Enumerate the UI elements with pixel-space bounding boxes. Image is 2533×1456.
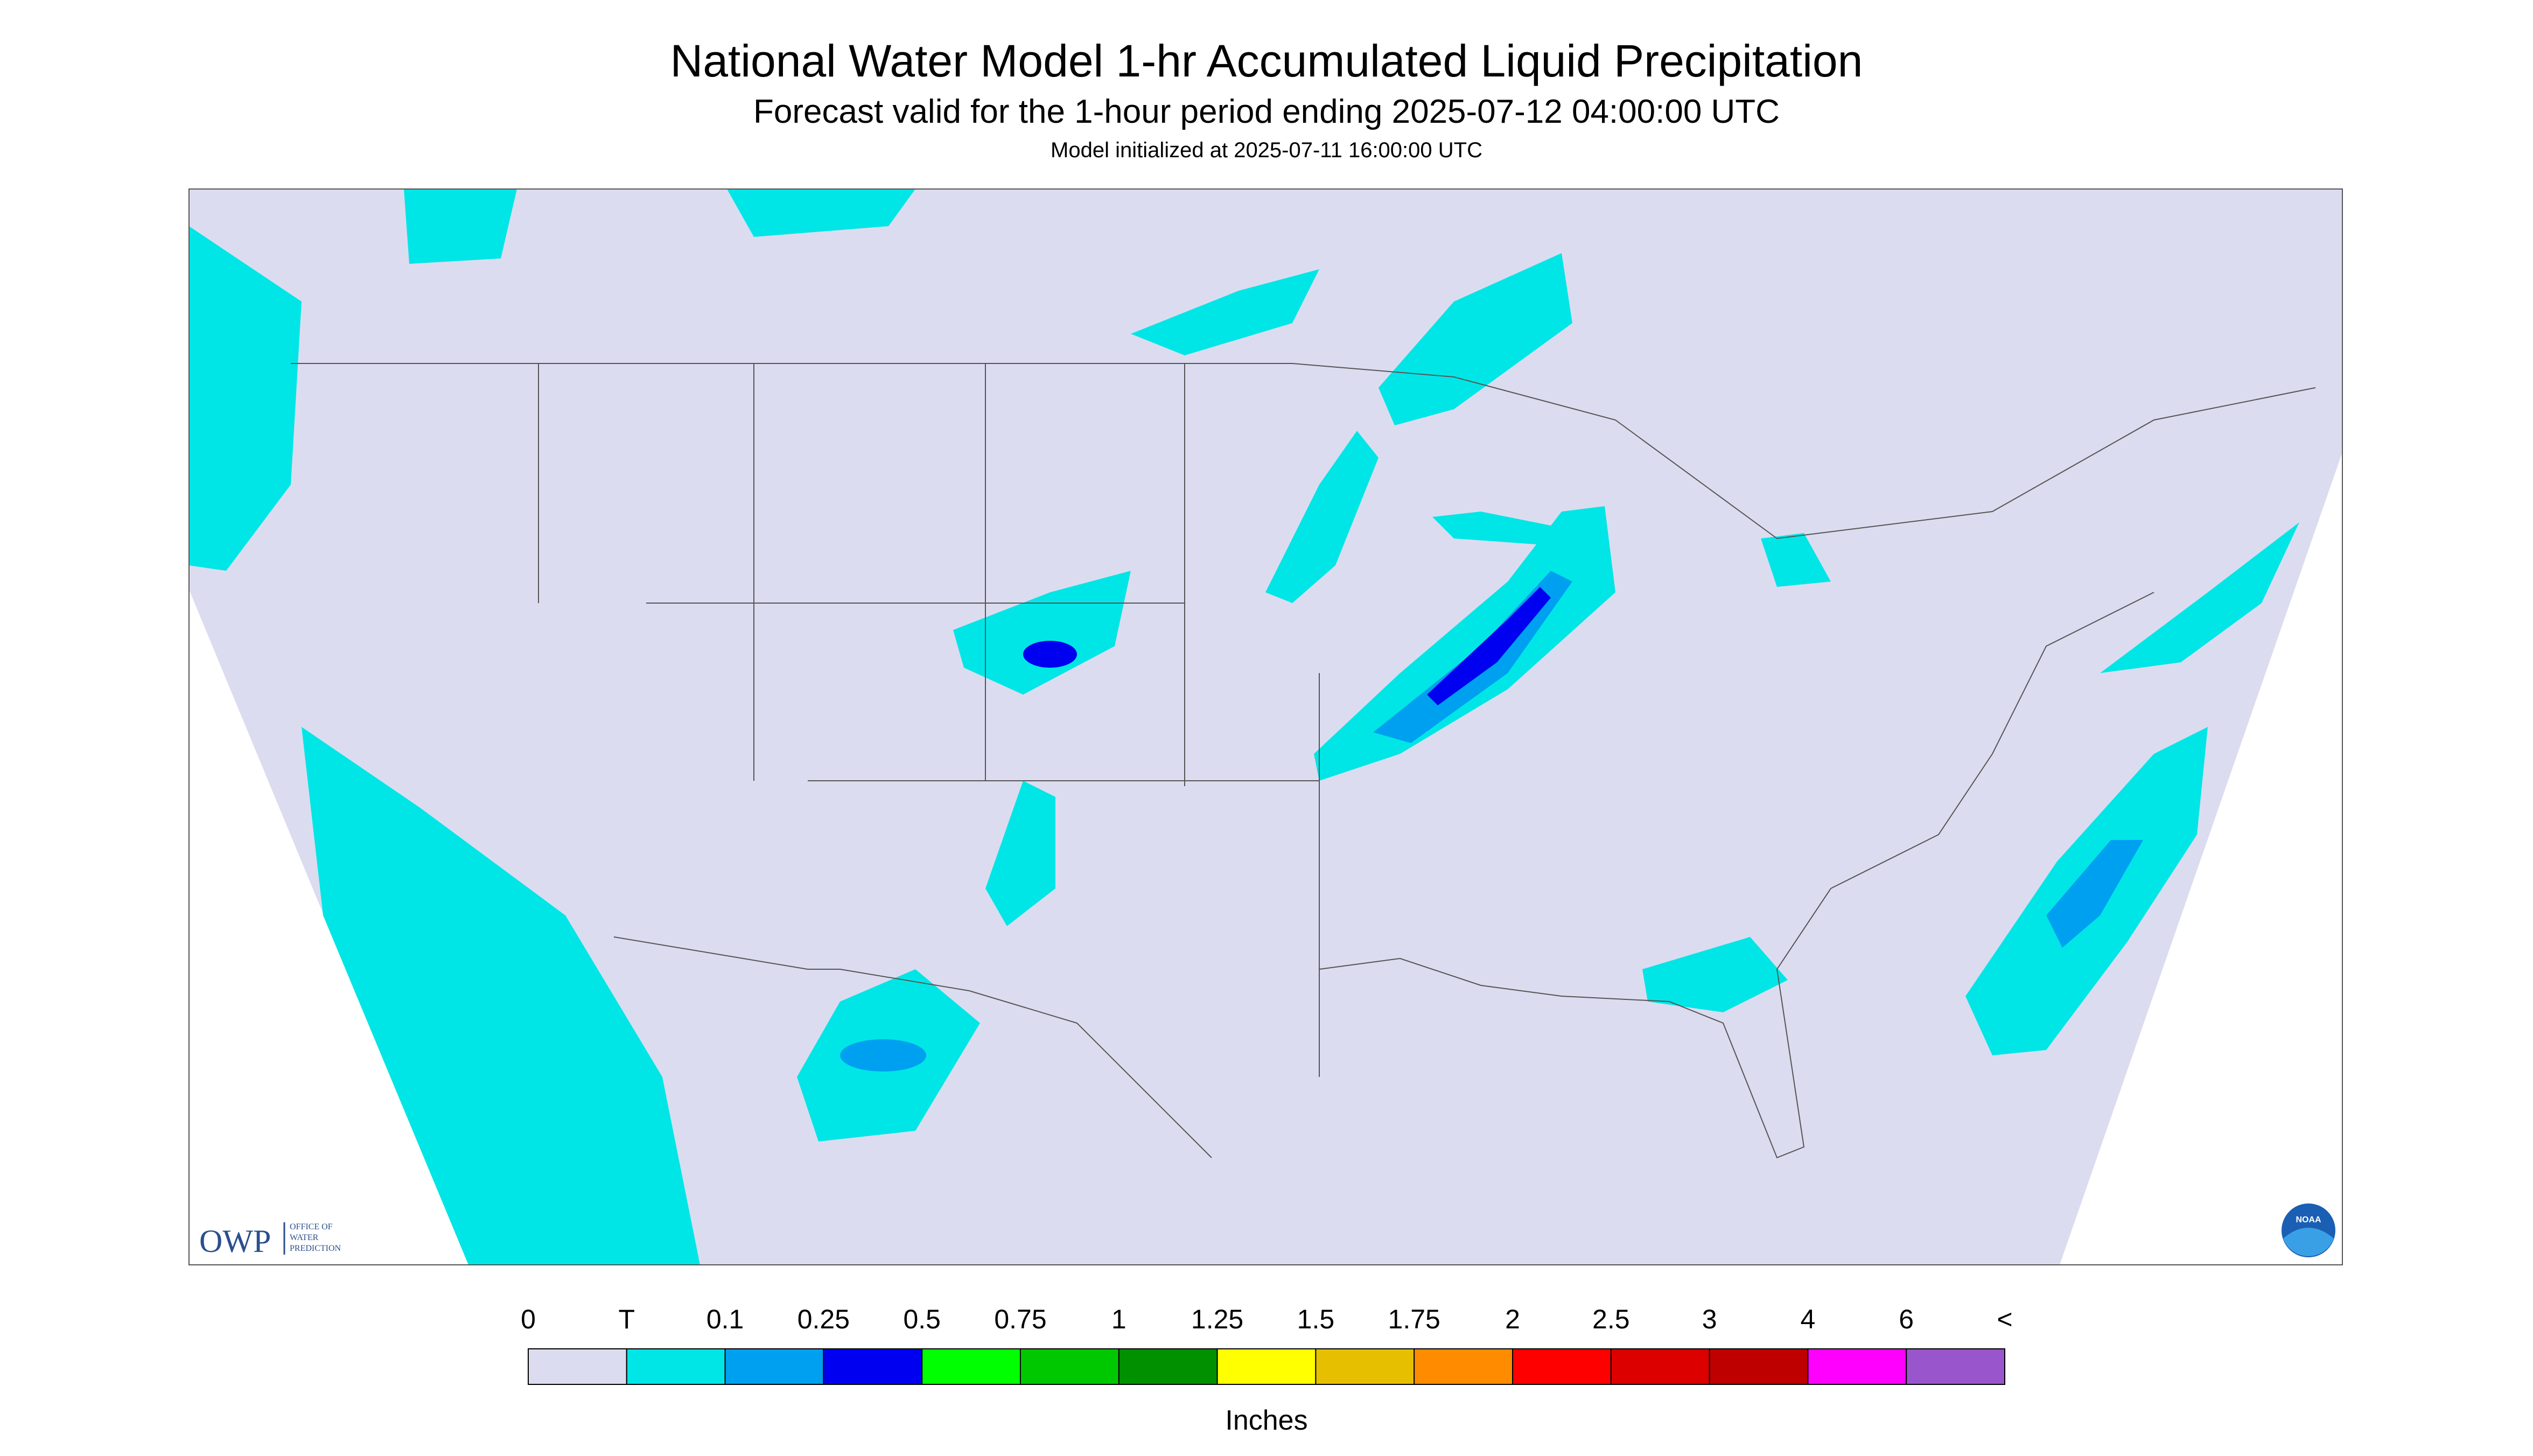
precip-area: [1427, 587, 1551, 705]
legend-swatch: [1020, 1348, 1119, 1385]
state-line: [538, 363, 1320, 1077]
legend-swatch: [1118, 1348, 1218, 1385]
precip-area: [1432, 512, 1605, 549]
legend-swatch: [823, 1348, 923, 1385]
coastline: [1319, 592, 2154, 1159]
legend-label: 2: [1505, 1304, 1520, 1334]
subtitle: Forecast valid for the 1-hour period end…: [753, 93, 1780, 130]
legend-swatch: [626, 1348, 726, 1385]
legend-swatch: [1610, 1348, 1710, 1385]
precip-area: [1314, 506, 1615, 781]
legend-label: 1.75: [1388, 1304, 1440, 1334]
border: [291, 363, 2316, 540]
precip-area: [2100, 522, 2299, 673]
legend-swatch: [1512, 1348, 1612, 1385]
domain: [189, 189, 2342, 1265]
title: National Water Model 1-hr Accumulated Li…: [670, 36, 1863, 86]
precip-area: [1379, 253, 1572, 425]
legend-label: 0.5: [903, 1304, 941, 1334]
legend: 0 T 0.1 0.25 0.5 0.75 1 1.25 1.5 1.75 2 2.5 3 4 6 <: [521, 1304, 2013, 1385]
legend-swatch: [1315, 1348, 1415, 1385]
precip-area: [1761, 533, 1831, 587]
precip-area: [1023, 641, 1077, 668]
owp-logo: OWP OFFICE OF WATER PREDICTION: [199, 1222, 341, 1259]
precip-area: [302, 727, 700, 1265]
legend-label: 0.25: [797, 1304, 850, 1334]
legend-label: 3: [1702, 1304, 1717, 1334]
legend-label: 0: [521, 1304, 536, 1334]
init-note: Model initialized at 2025-07-11 16:00:00…: [1051, 138, 1482, 162]
precip-area: [1131, 269, 1319, 355]
border: [613, 936, 1212, 1158]
precip-area: [727, 189, 915, 237]
noaa-logo: NOAA: [2282, 1203, 2335, 1257]
map: OWP OFFICE OF WATER PREDICTION NOAA: [188, 188, 2343, 1265]
owp-logo-line: WATER: [290, 1233, 319, 1242]
owp-logo-line: PREDICTION: [290, 1244, 341, 1253]
map-frame: [188, 188, 2343, 1265]
legend-label: 2.5: [1592, 1304, 1630, 1334]
legend-label: 1: [1111, 1304, 1126, 1334]
precip-area: [840, 1039, 926, 1072]
legend-swatch: [724, 1348, 824, 1385]
precip-area: [1265, 431, 1379, 603]
legend-label: 0.75: [994, 1304, 1046, 1334]
legend-label: 1.5: [1297, 1304, 1335, 1334]
legend-label: <: [1997, 1304, 2012, 1334]
precip-area: [189, 226, 302, 571]
owp-logo-line: OFFICE OF: [290, 1222, 333, 1231]
precip: [189, 189, 2299, 1265]
legend-swatch: [1906, 1348, 2005, 1385]
legend-label: 0.1: [706, 1304, 744, 1334]
legend-label: 6: [1899, 1304, 1914, 1334]
noaa-text: NOAA: [2296, 1215, 2321, 1224]
precip-area: [404, 189, 517, 264]
owp-logo-text: OWP: [199, 1223, 271, 1259]
legend-swatch: [528, 1348, 627, 1385]
precip-area: [985, 781, 1055, 926]
legend-label: T: [619, 1304, 635, 1334]
legend-swatch: [1216, 1348, 1317, 1385]
legend-swatch: [1414, 1348, 1513, 1385]
borders: [291, 363, 2316, 1159]
legend-label: 1.25: [1191, 1304, 1243, 1334]
precip-area: [1642, 937, 1788, 1012]
legend-swatch: [1807, 1348, 1907, 1385]
legend-unit: Inches: [1225, 1405, 1307, 1436]
precip-area: [2046, 840, 2143, 948]
noaa-wave: [2283, 1228, 2334, 1256]
legend-swatch: [921, 1348, 1021, 1385]
legend-label: 4: [1800, 1304, 1815, 1334]
precip-area: [953, 571, 1131, 695]
legend-swatch: [1709, 1348, 1809, 1385]
